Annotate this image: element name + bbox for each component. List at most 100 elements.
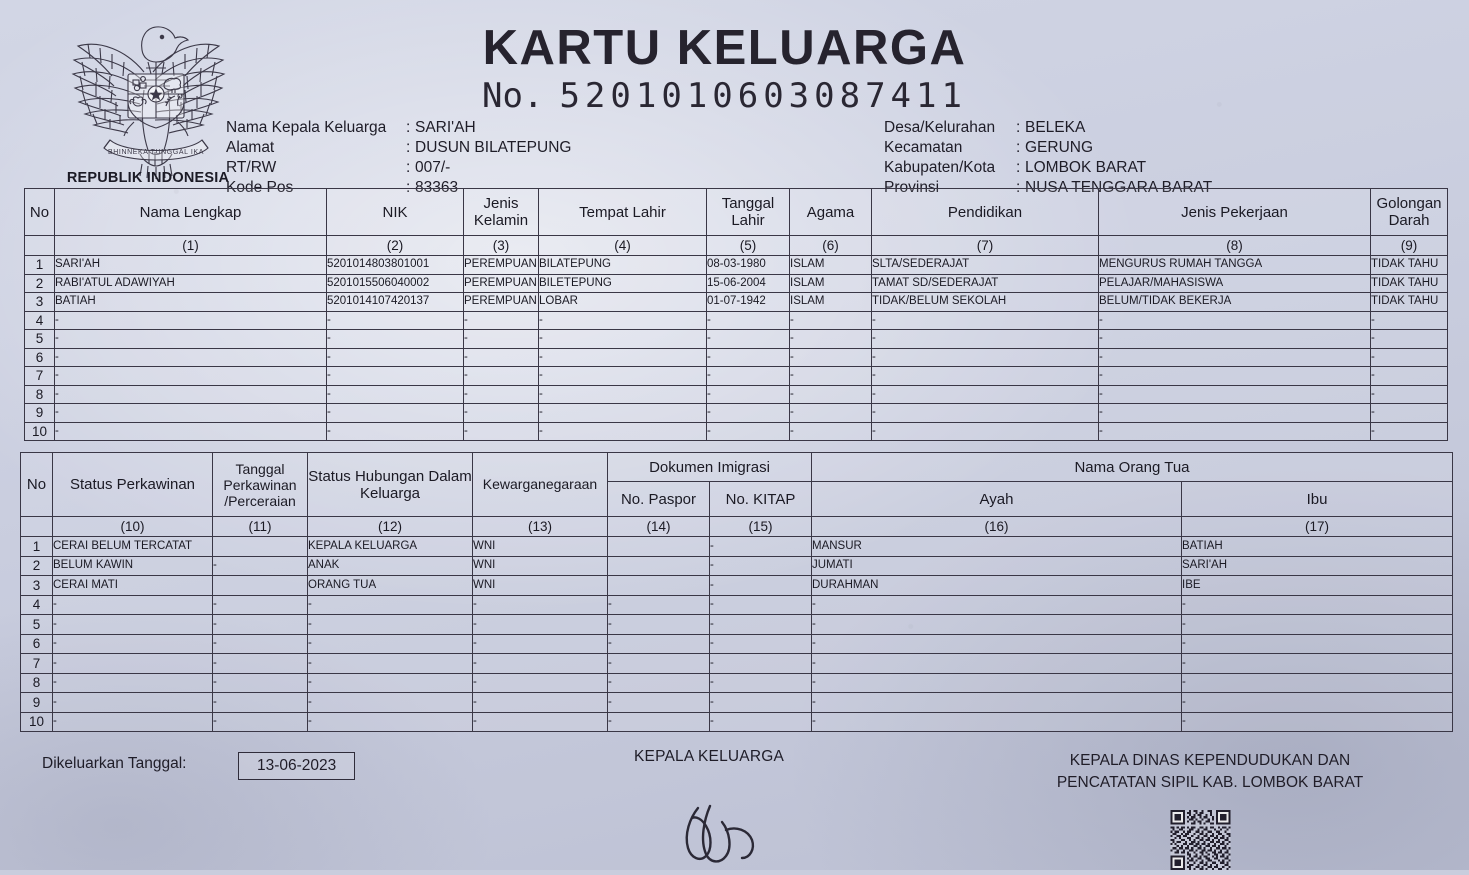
cell-tempat-lahir: BILETEPUNG [538, 273, 707, 293]
table-row: 5-------- [20, 614, 1453, 635]
cell-tanggal-lahir: 01-07-1942 [706, 292, 790, 312]
cell-pendidikan: SLTA/SEDERAJAT [871, 255, 1099, 275]
cell-tanggal-perkawinan: - [212, 555, 308, 576]
cell-nik: 5201014803801001 [326, 255, 464, 275]
cell-status-hubungan: - [307, 692, 473, 713]
cell-golongan-darah: TIDAK TAHU [1370, 273, 1448, 293]
cell-jenis-pekerjaan: - [1098, 403, 1371, 423]
header-field-rt-rw: RT/RW : 007/- [226, 159, 571, 177]
colnum-1: (1) [54, 235, 327, 256]
cell-tempat-lahir: - [538, 329, 707, 349]
cell-no: 3 [20, 575, 53, 596]
th-golongan-darah: Golongan Darah [1370, 188, 1448, 236]
cell-nama-ayah: - [811, 614, 1182, 635]
table-row: 6-------- [20, 633, 1453, 654]
cell-pendidikan: TAMAT SD/SEDERAJAT [871, 273, 1099, 293]
office-line-1: KEPALA DINAS KEPENDUDUKAN DAN [1069, 752, 1351, 769]
cell-status-hubungan: - [307, 711, 473, 732]
cell-kewarganegaraan: WNI [472, 536, 608, 557]
field-separator: : [1016, 139, 1021, 156]
cell-no-kitap: - [709, 575, 812, 596]
field-label: RT/RW [226, 159, 277, 176]
field-value: BELEKA [1025, 119, 1086, 136]
table-row: 4-------- [20, 594, 1453, 615]
cell-status-perkawinan: - [52, 633, 213, 654]
cell-jenis-pekerjaan: BELUM/TIDAK BEKERJA [1098, 292, 1371, 312]
colnum-17: (17) [1181, 516, 1453, 537]
th2-kewarganegaraan: Kewarganegaraan [472, 452, 608, 517]
cell-tanggal-perkawinan: - [212, 672, 308, 693]
cell-tempat-lahir: LOBAR [538, 292, 707, 312]
field-label: Alamat [226, 139, 275, 156]
cell-agama: - [789, 403, 872, 423]
cell-tanggal-lahir: - [706, 310, 790, 330]
cell-golongan-darah: - [1370, 403, 1448, 423]
cell-no-kitap: - [709, 633, 812, 654]
cell-jenis-kelamin: - [463, 366, 539, 386]
colnum-5: (5) [706, 235, 790, 256]
cell-status-perkawinan: - [52, 692, 213, 713]
cell-tempat-lahir: - [538, 421, 707, 441]
cell-jenis-kelamin: - [463, 384, 539, 404]
table-row: 10- - - - - - - - [20, 711, 1453, 732]
cell-jenis-pekerjaan: - [1098, 310, 1371, 330]
cell-tanggal-lahir: - [706, 403, 790, 423]
table2-column-number-row: (10) (11) (12) (13) (14) (15) (16) (17) [20, 516, 1453, 537]
cell-pendidikan: - [871, 403, 1099, 423]
cell-no: 7 [20, 653, 53, 674]
colnum-7: (7) [871, 235, 1099, 256]
table1-column-number-row: (1) (2) (3) (4) (5) (6) (7) (8) (9) [24, 235, 1448, 256]
cell-no-kitap: - [709, 555, 812, 576]
cell-jenis-pekerjaan: MENGURUS RUMAH TANGGA [1098, 255, 1371, 275]
cell-no: 6 [20, 633, 53, 654]
cell-golongan-darah: - [1370, 384, 1448, 404]
colnum-12: (12) [307, 516, 473, 537]
cell-kewarganegaraan: - [472, 653, 608, 674]
th2-status-perkawinan: Status Perkawinan [52, 452, 213, 517]
cell-no: 5 [24, 329, 55, 349]
cell-nama-ibu: - [1181, 653, 1453, 674]
cell-tanggal-lahir: - [706, 384, 790, 404]
cell-nama-ibu: - [1181, 672, 1453, 693]
garuda-pancasila-emblem: BHINNEKA TUNGGAL IKA [56, 14, 241, 189]
colnum-10: (10) [52, 516, 213, 537]
th-jenis-pekerjaan: Jenis Pekerjaan [1098, 188, 1371, 236]
table-row: 6--------- [24, 347, 1448, 367]
table-row: 3 CERAI MATI ORANG TUA WNI - DURAHMAN IBE [20, 575, 1453, 596]
cell-pendidikan: - [871, 421, 1099, 441]
table-row: 10- - - - - - - - - [24, 421, 1448, 441]
office-line-2: PENCATATAN SIPIL KAB. LOMBOK BARAT [1056, 774, 1364, 791]
issued-date-label: Dikeluarkan Tanggal: [42, 755, 187, 772]
field-separator: : [1016, 119, 1021, 136]
cell-tempat-lahir: BILATEPUNG [538, 255, 707, 275]
cell-nama-lengkap: - [54, 403, 327, 423]
cell-nama-lengkap: RABI'ATUL ADAWIYAH [54, 273, 327, 293]
cell-no-kitap: - [709, 594, 812, 615]
field-value: DUSUN BILATEPUNG [415, 139, 572, 156]
cell-nama-ibu: IBE [1181, 575, 1453, 596]
cell-nik: - [326, 310, 464, 330]
cell-no-kitap: - [709, 536, 812, 557]
cell-no: 1 [20, 536, 53, 557]
cell-golongan-darah: - [1370, 421, 1448, 441]
cell-tanggal-perkawinan [212, 536, 308, 557]
cell-status-perkawinan: - [52, 594, 213, 615]
table-row: 1 SARI'AH 5201014803801001 PEREMPUAN BILATEP… [24, 255, 1448, 275]
cell-tanggal-lahir: - [706, 329, 790, 349]
field-separator: : [406, 119, 411, 136]
cell-no-paspor: - [607, 711, 710, 732]
cell-nik: - [326, 366, 464, 386]
field-value: LOMBOK BARAT [1025, 159, 1147, 176]
cell-pendidikan: - [871, 366, 1099, 386]
th-jenis-kelamin: Jenis Kelamin [463, 188, 539, 236]
cell-nama-ibu: - [1181, 692, 1453, 713]
th2-no-kitap: No. KITAP [709, 481, 812, 517]
cell-nama-lengkap: - [54, 329, 327, 349]
th-tempat-lahir: Tempat Lahir [538, 188, 707, 236]
cell-tempat-lahir: - [538, 366, 707, 386]
cell-status-hubungan: ORANG TUA [307, 575, 473, 596]
cell-nik: 5201014107420137 [326, 292, 464, 312]
cell-status-perkawinan: - [52, 711, 213, 732]
family-details-table: No Status Perkawinan Tanggal Perkawinan … [20, 452, 1453, 732]
